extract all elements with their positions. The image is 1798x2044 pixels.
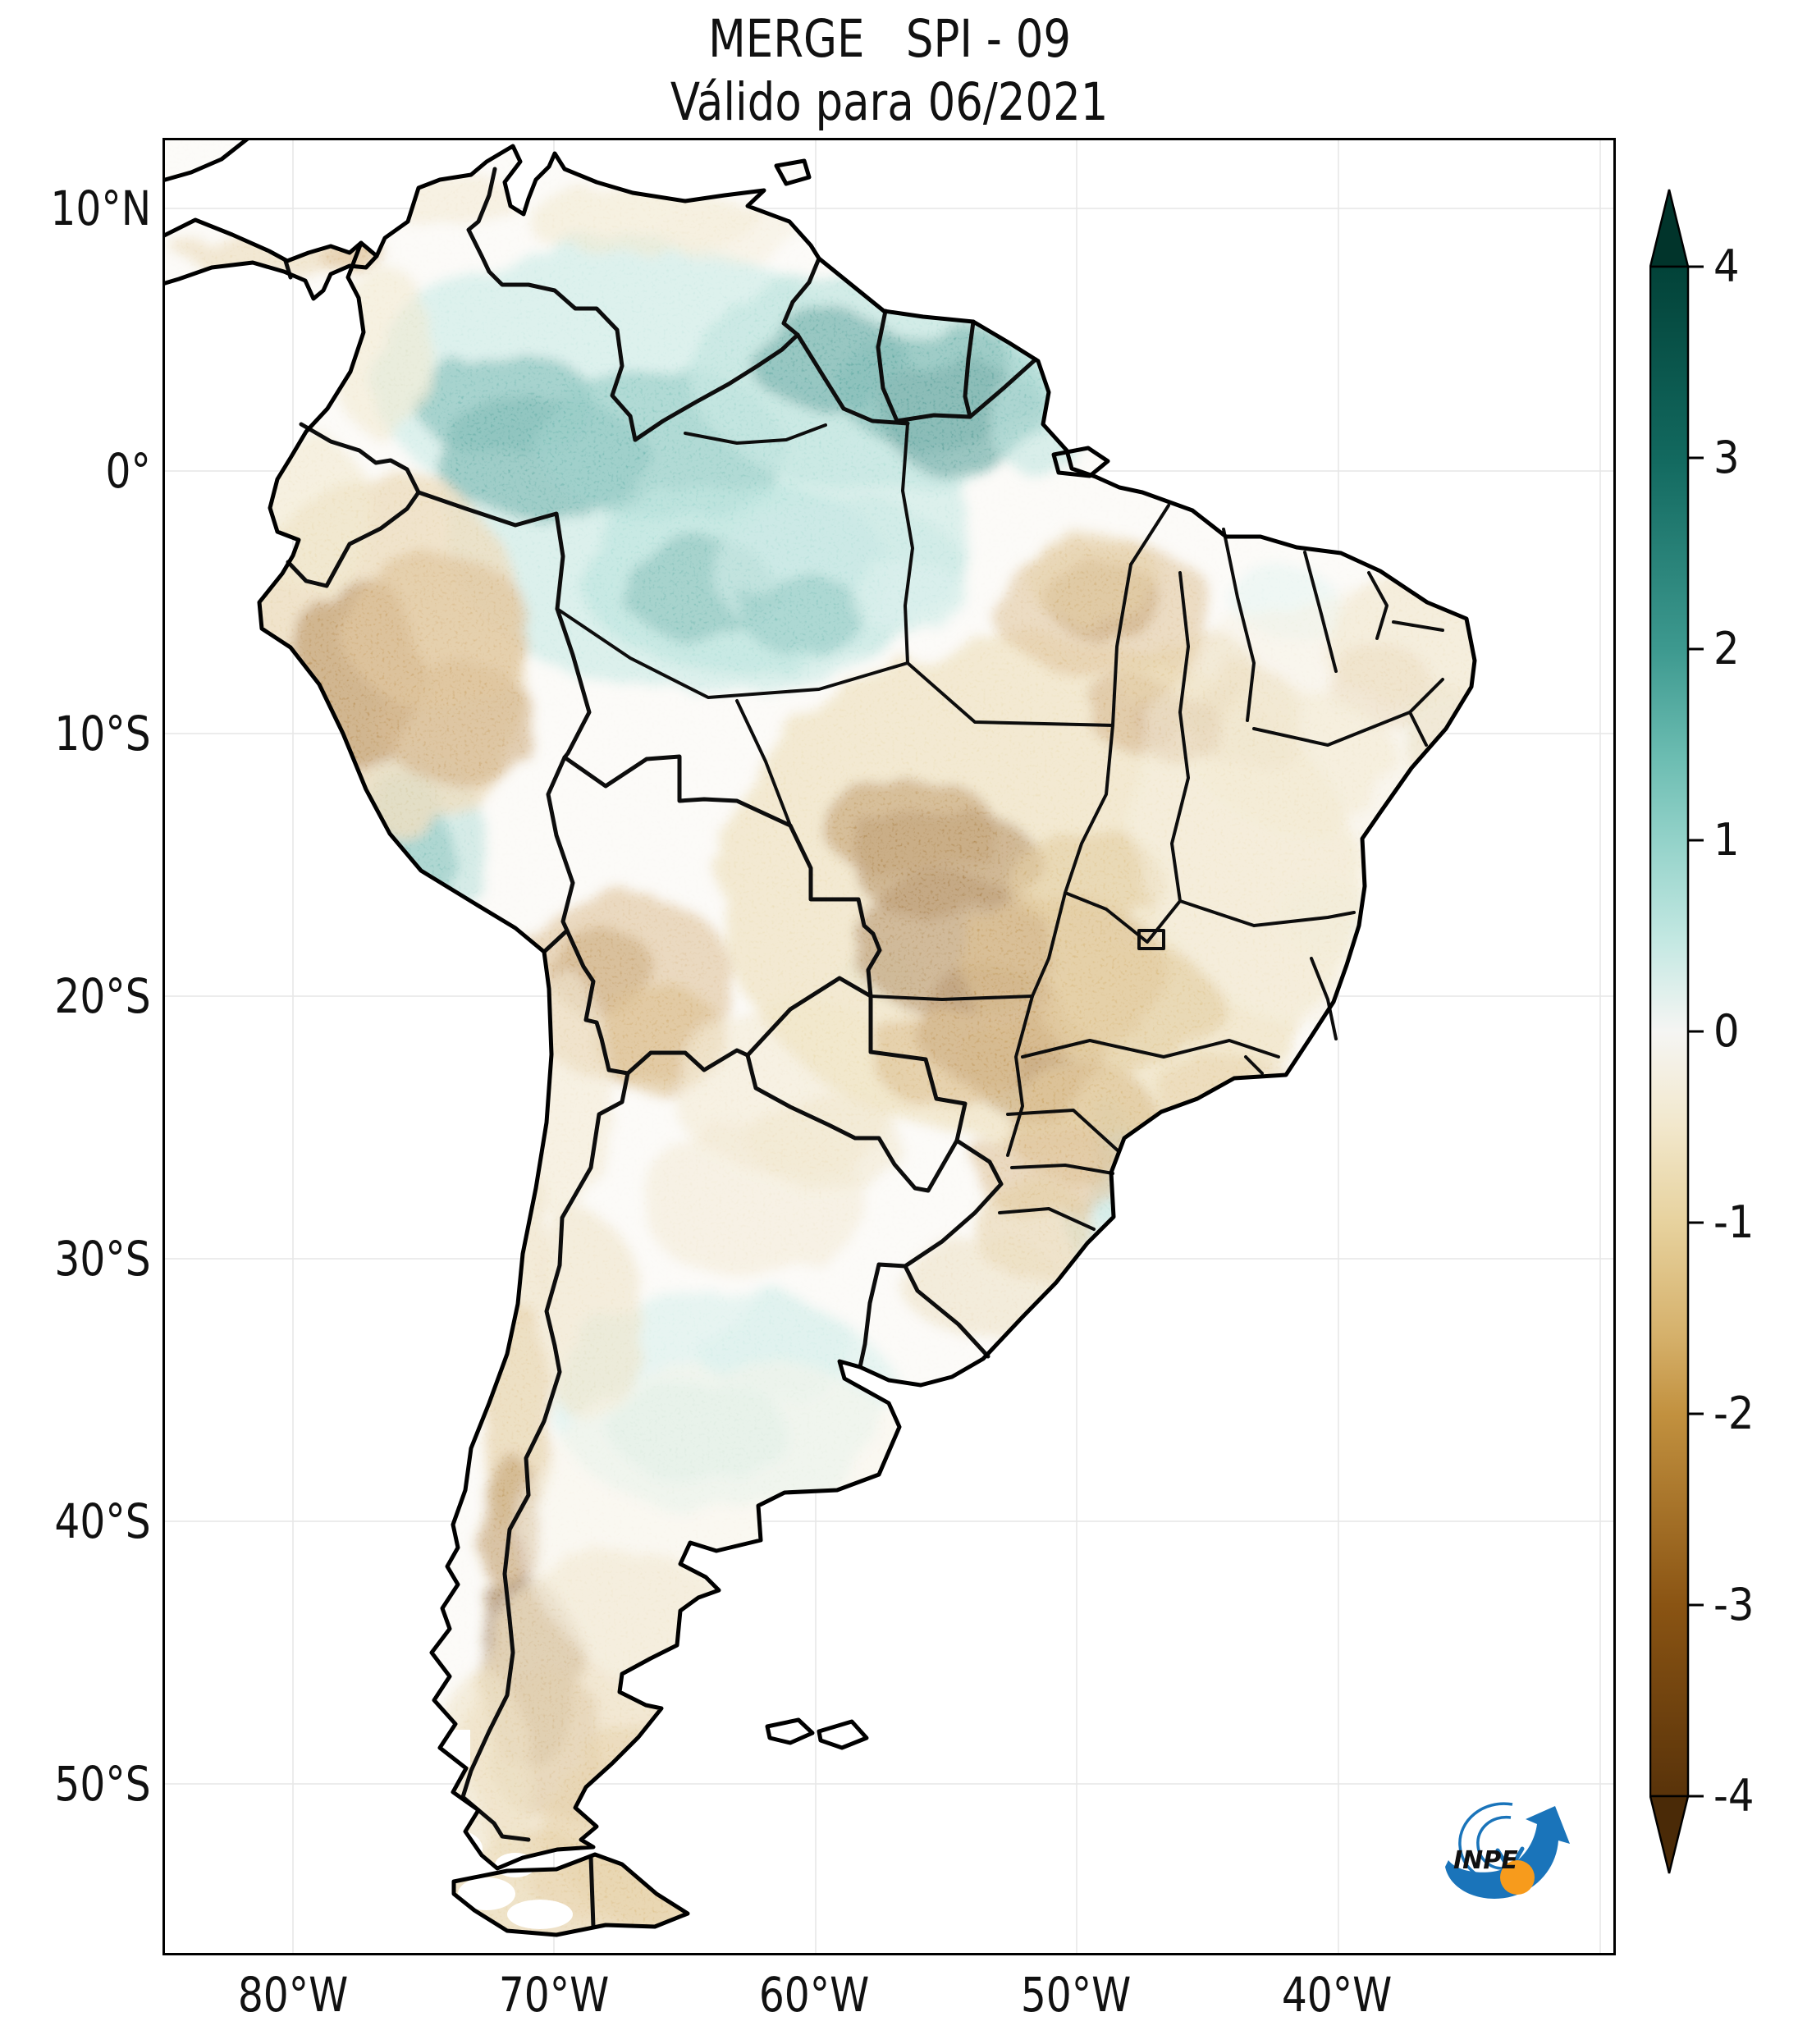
lat-tick-50s: 50°S — [54, 1756, 151, 1812]
lat-tick-10n: 10°N — [50, 181, 151, 236]
colorbar-arrow-down — [1649, 1795, 1690, 1874]
lat-tick-40s: 40°S — [54, 1493, 151, 1549]
lat-tick-0: 0° — [105, 443, 151, 499]
cb-tick-0: 0 — [1713, 1005, 1740, 1057]
cb-tick-1: 1 — [1713, 814, 1740, 866]
logo-orange-dot — [1500, 1860, 1535, 1895]
colorbar-arrow-up — [1649, 189, 1690, 268]
figure-title: MERGE SPI - 09 Válido para 06/2021 — [162, 8, 1617, 135]
title-line-1: MERGE SPI - 09 — [708, 9, 1071, 69]
logo-text: INPE — [1453, 1846, 1518, 1875]
colorbar-gradient — [1649, 265, 1690, 1798]
inpe-logo: INPE — [1445, 1802, 1570, 1899]
coastlines — [162, 138, 1477, 1937]
lon-tick-70w: 70°W — [498, 1967, 610, 2023]
map-panel — [162, 138, 1616, 1955]
country-borders — [283, 167, 1038, 1929]
cb-tick-m1: -1 — [1713, 1196, 1755, 1248]
cb-tick-m3: -3 — [1713, 1579, 1755, 1630]
state-borders — [556, 422, 1444, 1231]
colorbar: 4 3 2 1 0 -1 -2 -3 -4 — [1649, 189, 1797, 1879]
cb-tick-m4: -4 — [1713, 1770, 1755, 1822]
lat-tick-30s: 30°S — [54, 1231, 151, 1287]
logo-spiral-inner — [1476, 1815, 1512, 1870]
cb-tick-2: 2 — [1713, 623, 1740, 674]
map-border-frame — [162, 138, 1616, 1955]
lon-tick-60w: 60°W — [758, 1967, 870, 2023]
colorbar-ticks — [1688, 265, 1704, 1798]
south-america-map — [162, 138, 1616, 1955]
title-line-2: Válido para 06/2021 — [670, 71, 1109, 132]
lat-tick-10s: 10°S — [54, 706, 151, 761]
lat-tick-20s: 20°S — [54, 968, 151, 1024]
colorbar-graphic — [1649, 189, 1704, 1874]
logo-spiral-outer — [1458, 1802, 1513, 1883]
lon-tick-80w: 80°W — [237, 1967, 349, 2023]
cb-tick-4: 4 — [1713, 240, 1740, 292]
lon-tick-40w: 40°W — [1281, 1967, 1393, 2023]
lon-tick-50w: 50°W — [1020, 1967, 1132, 2023]
cb-tick-m2: -2 — [1713, 1388, 1755, 1439]
cb-tick-3: 3 — [1713, 432, 1740, 483]
